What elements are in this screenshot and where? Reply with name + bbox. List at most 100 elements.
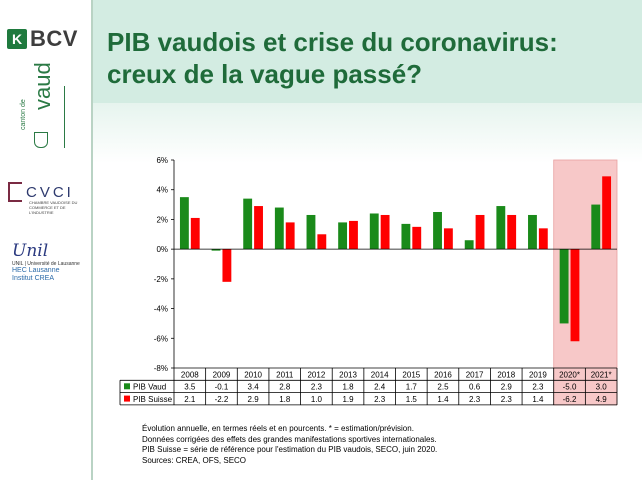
x-category-label: 2010	[244, 370, 262, 379]
title-line-2: creux de la vague passé?	[107, 59, 423, 89]
bar-pib-suisse	[507, 214, 517, 250]
bar-pib-vaud	[464, 240, 474, 250]
bar-pib-vaud	[401, 223, 411, 250]
bar-pib-suisse	[317, 234, 327, 250]
bar-pib-suisse	[380, 214, 390, 250]
title-banner	[93, 0, 642, 103]
unil-logo: Unil UNIL | Université de Lausanne HEC L…	[12, 241, 80, 283]
data-label: 2.4	[374, 383, 386, 392]
data-label: -6.2	[563, 395, 577, 404]
bar-pib-vaud	[306, 214, 316, 250]
title-line-1: PIB vaudois et crise du coronavirus:	[107, 27, 558, 57]
unil-subtitle: UNIL | Université de Lausanne	[12, 261, 80, 267]
bar-pib-vaud	[274, 207, 284, 250]
logo-sidebar	[0, 0, 92, 480]
data-label: 1.4	[437, 395, 449, 404]
chart-notes: Évolution annuelle, en termes réels et e…	[142, 424, 437, 466]
y-tick-label: 6%	[156, 156, 168, 165]
bar-pib-suisse	[475, 214, 485, 250]
x-category-label: 2018	[497, 370, 515, 379]
data-label: 3.0	[596, 383, 608, 392]
bar-pib-suisse	[222, 249, 232, 282]
data-label: 2.9	[501, 383, 513, 392]
x-category-label: 2019	[529, 370, 547, 379]
bar-pib-vaud	[433, 212, 442, 250]
bar-pib-vaud	[211, 249, 221, 251]
vaud-shield-icon	[34, 132, 48, 148]
x-category-label: 2012	[307, 370, 325, 379]
canton-vaud-logo: canton de vaud	[20, 62, 60, 150]
vaud-logo-rule	[64, 86, 65, 148]
data-label: 4.9	[596, 395, 608, 404]
data-label: 2.8	[279, 383, 291, 392]
bar-pib-vaud	[528, 214, 537, 250]
x-category-label: 2015	[402, 370, 420, 379]
y-tick-label: -8%	[154, 364, 168, 373]
bar-pib-vaud	[338, 222, 348, 250]
cvci-mark-icon	[8, 182, 22, 202]
x-category-label: 2020*	[559, 370, 580, 379]
y-tick-label: -6%	[154, 334, 168, 343]
x-category-label: 2009	[213, 370, 231, 379]
bar-pib-vaud	[243, 198, 253, 250]
unil-hec-line-1: HEC Lausanne	[12, 267, 60, 274]
x-category-label: 2014	[371, 370, 389, 379]
data-label: 3.4	[248, 383, 260, 392]
data-label: 2.9	[248, 395, 260, 404]
x-category-label: 2017	[466, 370, 484, 379]
data-label: 1.9	[342, 395, 354, 404]
bar-pib-vaud	[179, 197, 189, 250]
data-label: 1.5	[406, 395, 418, 404]
data-label: 2.1	[184, 395, 196, 404]
data-label: 2.3	[374, 395, 386, 404]
legend-label-pib-vaud: PIB Vaud	[133, 383, 166, 392]
data-label: 3.5	[184, 383, 196, 392]
unil-hec-line-2: Institut CREA	[12, 275, 55, 282]
y-tick-label: -2%	[154, 275, 168, 284]
data-label: 1.8	[279, 395, 291, 404]
x-category-label: 2008	[181, 370, 199, 379]
cvci-logo-text: CVCI	[26, 183, 74, 201]
banner-fade	[93, 103, 642, 163]
data-label: 2.3	[311, 383, 323, 392]
bar-pib-suisse	[538, 228, 548, 250]
x-category-label: 2016	[434, 370, 452, 379]
data-label: -0.1	[215, 383, 229, 392]
bar-pib-suisse	[602, 176, 612, 250]
bar-pib-suisse	[254, 206, 263, 250]
unil-script-text: Unil	[12, 241, 49, 261]
data-label: -2.2	[215, 395, 229, 404]
cvci-logo: CVCI	[8, 182, 74, 202]
legend-swatch-pib-suisse	[124, 395, 130, 402]
x-category-label: 2021*	[591, 370, 612, 379]
bar-pib-suisse	[285, 222, 295, 250]
data-label: 1.7	[406, 383, 418, 392]
data-label: 2.5	[437, 383, 449, 392]
slide-title: PIB vaudois et crise du coronavirus: cre…	[107, 26, 558, 90]
bcv-logo: K BCV	[7, 26, 78, 52]
data-label: -5.0	[563, 383, 577, 392]
legend-label-pib-suisse: PIB Suisse	[133, 395, 173, 404]
cvci-subtitle: CHAMBRE VAUDOISE DU COMMERCE ET DE L'IND…	[29, 200, 78, 215]
data-label: 1.4	[532, 395, 544, 404]
legend-swatch-pib-vaud	[124, 383, 130, 390]
data-label: 1.0	[311, 395, 323, 404]
x-category-label: 2013	[339, 370, 357, 379]
note-line: PIB Suisse = série de référence pour l'e…	[142, 445, 438, 454]
bar-pib-suisse	[443, 228, 453, 250]
bar-pib-suisse	[570, 249, 580, 342]
note-line: Sources: CREA, OFS, SECO	[142, 455, 247, 465]
sidebar-divider	[91, 0, 93, 480]
y-tick-label: 2%	[156, 215, 168, 224]
bcv-logo-text: BCV	[30, 26, 78, 51]
y-tick-label: 0%	[156, 245, 168, 254]
bar-pib-vaud	[369, 213, 379, 250]
data-label: 0.6	[469, 383, 481, 392]
bar-pib-vaud	[559, 249, 569, 324]
bar-pib-suisse	[190, 217, 200, 250]
y-tick-label: 4%	[156, 186, 168, 195]
bar-pib-vaud	[591, 204, 601, 250]
bar-pib-vaud	[496, 206, 506, 250]
data-label: 2.3	[501, 395, 513, 404]
